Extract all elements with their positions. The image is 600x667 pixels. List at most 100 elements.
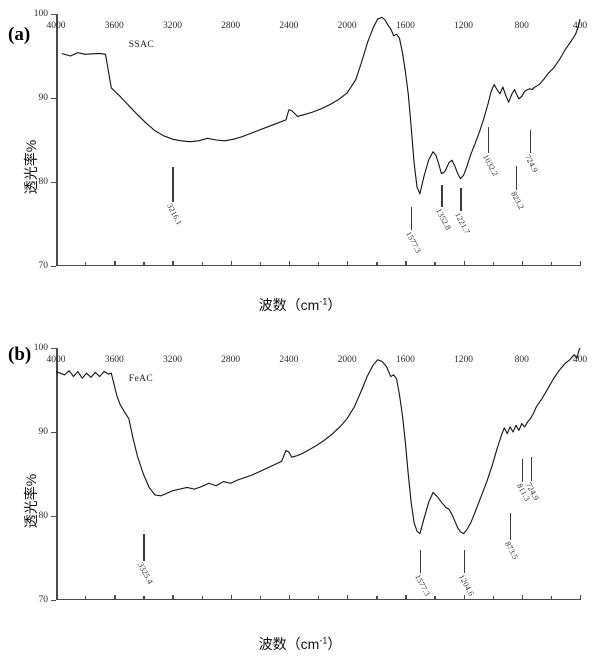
x-tick-label: 4000 <box>46 355 66 365</box>
x-tick-label: 1200 <box>454 355 474 365</box>
peak-leader-line <box>143 534 145 562</box>
x-tick <box>434 596 436 600</box>
series-label: SSAC <box>128 39 155 50</box>
panel-a-x-axis-title: 波数（cm-1） <box>0 295 600 315</box>
panel-b-x-axis-title-main: 波数（cm <box>258 636 320 652</box>
y-tick-label: 100 <box>33 9 48 19</box>
x-tick <box>201 262 203 266</box>
x-tick <box>318 596 320 600</box>
x-tick-label: 1200 <box>454 21 474 31</box>
x-tick <box>580 261 582 266</box>
x-tick <box>318 262 320 266</box>
x-tick <box>85 596 87 600</box>
panel-b-plot-area: 100 90 80 70 4000 3600 3200 2800 2400 2000 1600 120… <box>34 343 587 605</box>
y-tick-label: 100 <box>33 343 48 353</box>
y-tick <box>51 600 56 602</box>
peak-leader-line <box>515 166 518 191</box>
x-tick-label: 2400 <box>279 21 299 31</box>
x-tick <box>550 262 553 266</box>
x-tick-label: 1600 <box>395 355 415 365</box>
spectrum-curve <box>55 347 581 535</box>
y-tick <box>51 98 56 100</box>
x-tick-label: 2400 <box>279 355 299 365</box>
panel-a-x-axis-title-tail: ） <box>327 297 342 313</box>
panel-b-x-axis-title-tail: ） <box>327 636 342 652</box>
y-tick-label: 80 <box>38 177 49 187</box>
peak-leader-line <box>463 549 465 574</box>
x-tick-label: 800 <box>514 355 529 365</box>
y-tick-label: 70 <box>38 261 49 271</box>
peak-leader-line <box>488 126 490 153</box>
panel-a-x-axis-title-main: 波数（cm <box>258 297 320 313</box>
peak-leader-line <box>529 129 531 154</box>
y-tick-label: 80 <box>38 511 49 521</box>
x-tick-label: 400 <box>572 355 588 365</box>
y-tick-label: 90 <box>38 427 49 437</box>
x-tick-label: 3200 <box>162 21 182 31</box>
peak-leader-line <box>411 207 413 230</box>
x-tick <box>347 261 349 266</box>
x-tick <box>56 261 58 266</box>
x-tick <box>288 261 291 266</box>
x-tick <box>521 261 524 266</box>
y-tick <box>51 432 56 434</box>
x-tick-label: 3600 <box>104 355 124 365</box>
x-tick <box>114 595 116 600</box>
peak-leader-line <box>510 513 512 540</box>
x-tick <box>85 262 87 266</box>
x-tick <box>143 596 145 600</box>
panel-a-plot-area: 100 90 80 70 4000 3600 3200 2800 2400 2000 1600 120… <box>34 9 587 271</box>
x-tick <box>172 595 174 600</box>
x-tick-label: 400 <box>572 21 588 31</box>
y-tick <box>51 516 56 518</box>
x-tick-label: 2000 <box>337 21 357 31</box>
spectrum-curve <box>61 16 581 195</box>
x-tick-label: 1600 <box>395 21 415 31</box>
y-tick <box>51 182 56 184</box>
x-tick <box>405 261 407 266</box>
x-tick <box>492 596 494 600</box>
y-tick <box>51 266 56 268</box>
x-tick-label: 2800 <box>221 355 241 365</box>
x-tick <box>463 595 465 600</box>
peak-leader-line <box>441 184 443 208</box>
x-tick <box>172 261 174 266</box>
x-tick <box>550 596 553 600</box>
x-tick <box>376 596 378 600</box>
x-tick <box>56 595 58 600</box>
y-tick <box>51 348 56 350</box>
peak-leader-line <box>521 458 523 483</box>
y-tick <box>51 14 56 16</box>
x-tick <box>580 595 582 600</box>
peak-leader-line <box>460 187 462 211</box>
y-tick-label: 70 <box>38 595 49 605</box>
panel-a-y-axis <box>56 14 58 266</box>
panel-b-x-axis-title-sup: -1 <box>319 635 328 646</box>
peak-leader-line <box>172 166 174 203</box>
x-tick-label: 800 <box>514 21 529 31</box>
x-tick-label: 4000 <box>46 21 66 31</box>
panel-b-tag: (b) <box>8 344 32 365</box>
x-tick <box>434 262 436 266</box>
panel-a-tag: (a) <box>8 24 31 45</box>
x-tick <box>143 262 145 266</box>
x-tick <box>259 596 262 600</box>
panel-b-x-axis-title: 波数（cm-1） <box>0 634 600 654</box>
panel-a-x-axis-title-sup: -1 <box>319 296 328 307</box>
peak-leader-line <box>530 457 532 481</box>
x-tick <box>230 595 232 600</box>
x-tick <box>288 595 291 600</box>
x-tick <box>405 595 407 600</box>
x-tick <box>114 261 116 266</box>
peak-leader-line <box>419 549 422 574</box>
x-tick <box>492 262 494 266</box>
series-label: FeAC <box>128 373 154 384</box>
x-tick-label: 3200 <box>162 355 182 365</box>
x-tick <box>201 596 203 600</box>
x-tick <box>463 261 465 266</box>
x-tick <box>259 262 262 266</box>
y-tick-label: 90 <box>38 93 49 103</box>
x-tick <box>230 261 232 266</box>
x-tick-label: 3600 <box>104 21 124 31</box>
x-tick-label: 2800 <box>221 21 241 31</box>
